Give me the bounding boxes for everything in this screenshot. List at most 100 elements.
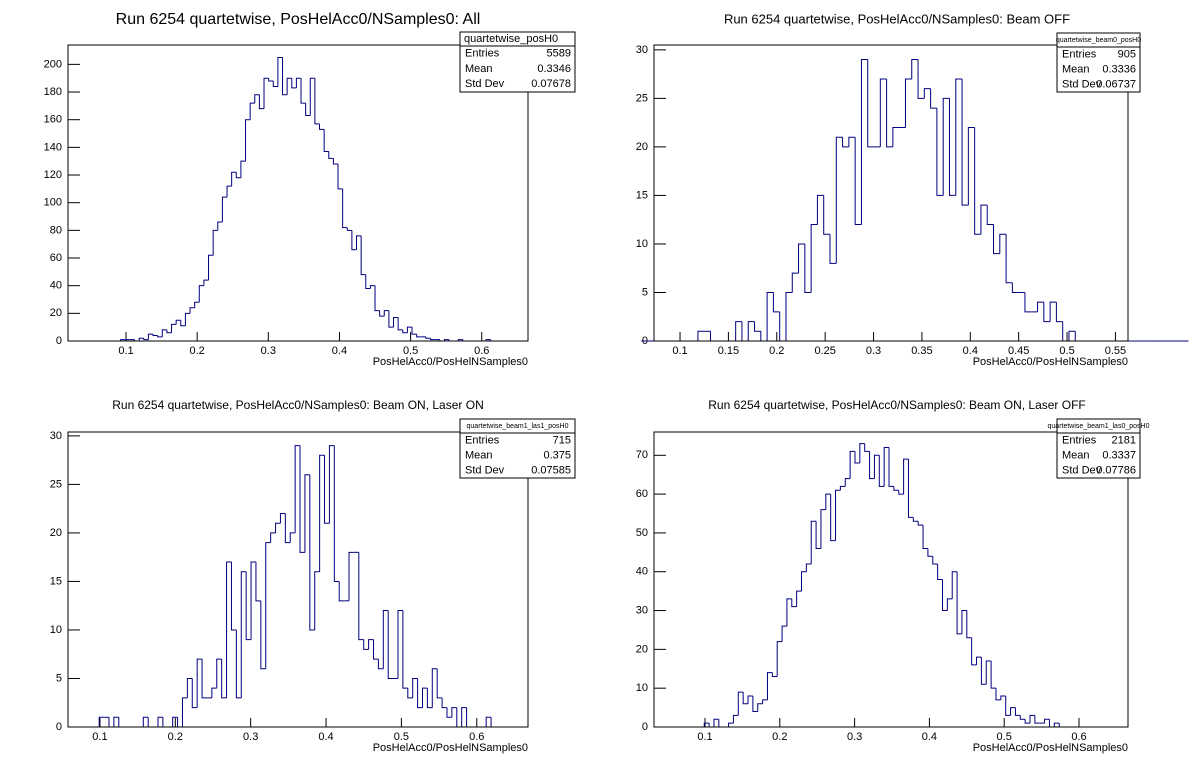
histogram-bin (747, 321, 755, 341)
histogram-bin (835, 136, 843, 264)
histogram-bin (397, 610, 403, 679)
histogram-bin (402, 329, 408, 334)
x-tick-label: 0.6 (474, 345, 489, 357)
histogram-bin (1044, 718, 1050, 724)
x-tick-label: 0.15 (718, 345, 739, 357)
y-tick-label: 20 (636, 643, 648, 655)
histogram-bin (194, 301, 200, 308)
x-tick-label: 0.4 (318, 731, 333, 743)
y-tick-label: 10 (50, 624, 62, 636)
histogram-bin (143, 338, 149, 341)
histogram-bin (189, 307, 195, 314)
stat-value: 0.3336 (1102, 63, 1136, 75)
histogram-bin (1011, 282, 1019, 293)
histogram-bin (304, 474, 310, 553)
histogram-bin (859, 443, 865, 464)
histogram-bin (747, 695, 753, 704)
histogram-bin (798, 243, 805, 274)
histogram-bin (373, 639, 379, 660)
histogram-bin (180, 320, 186, 327)
histogram-bin (735, 321, 742, 341)
stat-label: Mean (465, 63, 493, 75)
histogram-bin (198, 285, 204, 303)
histogram-bin (786, 598, 792, 627)
histogram-bin (295, 77, 302, 88)
x-tick-label: 0.3 (261, 345, 276, 357)
histogram-bin (406, 326, 413, 333)
histogram-bin (157, 335, 163, 338)
y-tick-label: 0 (642, 721, 648, 733)
histogram-bin (255, 562, 261, 602)
histogram-bin (941, 579, 948, 612)
histogram-bin (324, 455, 330, 524)
y-tick-label: 5 (642, 286, 648, 298)
histogram-bin (430, 338, 436, 341)
y-tick-label: 40 (636, 566, 648, 578)
histogram-bin (426, 688, 433, 709)
x-tick-label: 0.25 (814, 345, 835, 357)
stat-box (1056, 32, 1141, 93)
histogram-bin (258, 94, 265, 110)
histogram-pad: Run 6254 quartetwise, PosHelAcc0/NSample… (44, 11, 576, 368)
stat-value: 0.3337 (1102, 449, 1136, 461)
histogram-bin (369, 285, 376, 289)
histogram-bin (796, 590, 802, 607)
histogram-bin (305, 103, 311, 117)
histogram-bin (113, 716, 119, 727)
chart-title: Run 6254 quartetwise, PosHelAcc0/NSample… (112, 398, 484, 412)
histogram-bin (955, 78, 963, 196)
histogram-bin (976, 656, 982, 665)
histogram-bin (387, 610, 394, 679)
histogram-bin (999, 233, 1007, 254)
histogram-bin (201, 659, 207, 699)
histogram-pad: Run 6254 quartetwise, PosHelAcc0/NSample… (636, 11, 1189, 368)
histogram-bin (810, 520, 817, 564)
histogram-bin (804, 243, 812, 293)
y-tick-label: 0 (56, 335, 62, 347)
histogram-bin (829, 234, 837, 264)
histogram-bin (886, 78, 893, 148)
histogram-bin (864, 443, 870, 452)
stat-box (459, 31, 576, 93)
histogram-bin (930, 88, 937, 109)
histogram-bin (990, 661, 996, 689)
x-axis-label: PosHelAcc0/PosHelNSamples0 (973, 742, 1128, 754)
histogram-bin (358, 552, 364, 641)
histogram-bin (732, 714, 739, 724)
histogram-bin (230, 562, 237, 631)
y-tick-label: 30 (50, 430, 62, 442)
histogram-bin (946, 598, 953, 611)
histogram-bin (356, 235, 362, 250)
histogram-bin (161, 329, 167, 337)
histogram-bin (309, 77, 315, 116)
histogram-bin (250, 561, 256, 640)
histogram-bin (416, 334, 422, 338)
histogram-bin (284, 513, 291, 544)
histogram-bin (791, 598, 797, 608)
stat-label: Entries (465, 48, 500, 60)
histogram-bin (216, 658, 222, 689)
histogram-bin (860, 59, 868, 225)
histogram-bin (1024, 292, 1032, 313)
stat-label: Entries (465, 434, 500, 446)
histogram-bin (903, 458, 909, 495)
histogram-bin (873, 454, 880, 479)
histogram-bin (166, 329, 172, 334)
histogram-bin (374, 285, 380, 312)
histogram-bin (785, 291, 793, 341)
y-tick-label: 60 (50, 252, 62, 264)
histogram-bin (932, 556, 938, 565)
histogram-bin (226, 561, 232, 698)
histogram-bin (995, 688, 1001, 701)
y-tick-label: 0 (56, 721, 62, 733)
stat-label: Mean (465, 449, 493, 461)
histogram-bin (411, 327, 417, 335)
histogram-bin (268, 78, 274, 82)
stat-label: Std Dev (1062, 464, 1102, 476)
stat-label: Std Dev (465, 78, 505, 90)
histogram-bin (771, 672, 778, 678)
histogram-bin (801, 571, 807, 592)
histogram-bin (854, 451, 860, 464)
histogram-bin (923, 88, 931, 99)
